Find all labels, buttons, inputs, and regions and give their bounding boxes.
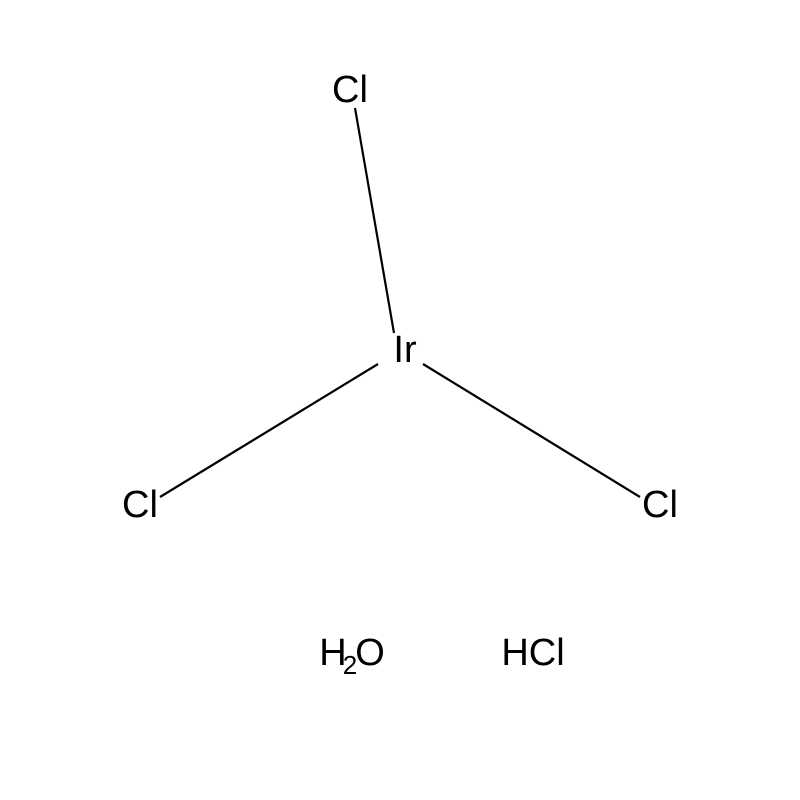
bond-2	[160, 364, 378, 497]
main-molecule: Ir Cl Cl Cl	[122, 69, 678, 526]
molecule-diagram: Ir Cl Cl Cl H2O HCl	[0, 0, 800, 800]
free-species-group: H2O HCl	[319, 632, 564, 680]
terminal-atom-2: Cl	[122, 484, 158, 526]
bonds-group	[160, 108, 640, 497]
center-atom-label: Ir	[393, 329, 417, 371]
terminal-atom-1: Cl	[642, 484, 678, 526]
bond-1	[423, 364, 640, 497]
terminal-labels-group: Cl Cl Cl	[122, 69, 678, 526]
bond-0	[355, 108, 394, 333]
free-species-water-part-2: O	[355, 632, 385, 674]
terminal-atom-0: Cl	[332, 69, 368, 111]
free-species-water: H2O	[319, 632, 385, 680]
free-species-hcl-part-0: HCl	[501, 632, 564, 674]
free-species-hcl: HCl	[501, 632, 564, 674]
